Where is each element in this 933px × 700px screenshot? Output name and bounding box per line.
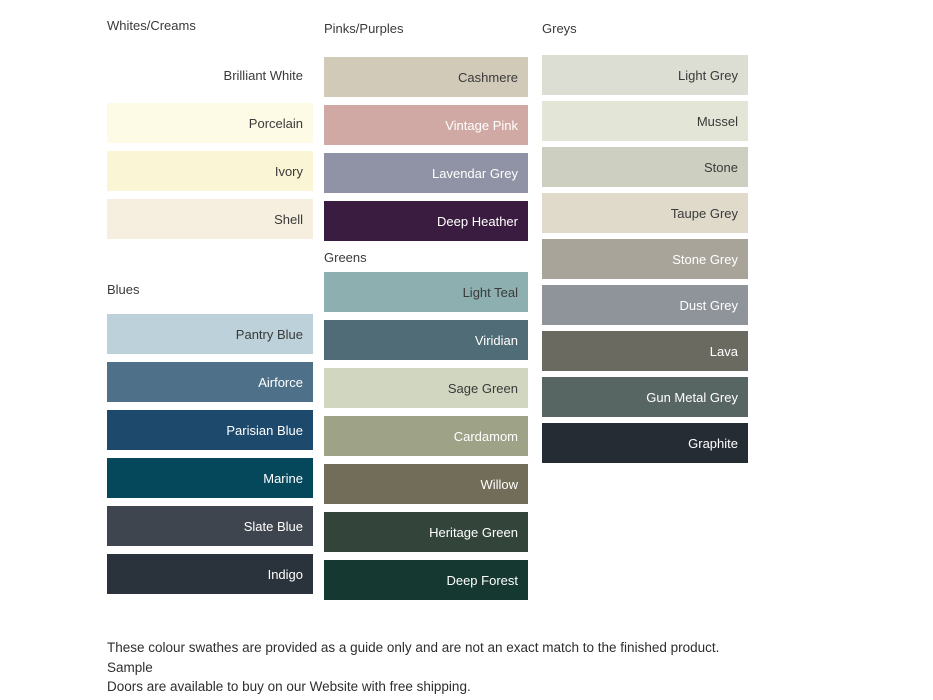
swatch-label-lava: Lava	[709, 343, 738, 359]
swatch-brilliant-white: Brilliant White	[107, 55, 313, 95]
swatch-heritage-green: Heritage Green	[324, 512, 528, 552]
section-greens: Greens Light Teal Viridian Sage Green Ca…	[324, 250, 528, 600]
swatch-shell: Shell	[107, 199, 313, 239]
swatch-label-gun-metal-grey: Gun Metal Grey	[646, 389, 738, 405]
section-greys: Greys Light Grey Mussel Stone Taupe Grey…	[542, 21, 748, 463]
swatch-label-stone-grey: Stone Grey	[672, 251, 738, 267]
swatch-label-indigo: Indigo	[267, 566, 303, 582]
swatch-label-ivory: Ivory	[274, 163, 303, 179]
swatch-cashmere: Cashmere	[324, 57, 528, 97]
column-pinks-greens: Pinks/Purples Cashmere Vintage Pink Lave…	[324, 0, 528, 608]
section-header-pinks-purples: Pinks/Purples	[324, 21, 404, 36]
section-header-greens: Greens	[324, 250, 367, 265]
section-header-blues: Blues	[107, 282, 140, 297]
swatch-label-airforce: Airforce	[258, 374, 303, 390]
swatch-label-slate-blue: Slate Blue	[243, 518, 303, 534]
swatch-pantry-blue: Pantry Blue	[107, 314, 313, 354]
section-pinks-purples: Pinks/Purples Cashmere Vintage Pink Lave…	[324, 21, 528, 241]
swatch-label-porcelain: Porcelain	[248, 115, 303, 131]
swatch-indigo: Indigo	[107, 554, 313, 594]
swatch-stone-grey: Stone Grey	[542, 239, 748, 279]
swatch-sage-green: Sage Green	[324, 368, 528, 408]
swatch-label-shell: Shell	[274, 211, 303, 227]
swatch-airforce: Airforce	[107, 362, 313, 402]
swatch-ivory: Ivory	[107, 151, 313, 191]
swatch-label-lavendar-grey: Lavendar Grey	[432, 165, 518, 181]
swatch-label-vintage-pink: Vintage Pink	[445, 117, 518, 133]
swatch-willow: Willow	[324, 464, 528, 504]
swatch-slate-blue: Slate Blue	[107, 506, 313, 546]
swatch-label-deep-forest: Deep Forest	[446, 572, 518, 588]
swatch-viridian: Viridian	[324, 320, 528, 360]
swatch-label-light-teal: Light Teal	[462, 284, 518, 300]
disclaimer-line-1: These colour swathes are provided as a g…	[107, 640, 727, 675]
swatch-parisian-blue: Parisian Blue	[107, 410, 313, 450]
disclaimer-text: These colour swathes are provided as a g…	[107, 638, 767, 697]
swatch-label-taupe-grey: Taupe Grey	[670, 205, 738, 221]
swatch-label-pantry-blue: Pantry Blue	[235, 326, 303, 342]
swatch-label-viridian: Viridian	[474, 332, 518, 348]
swatch-label-sage-green: Sage Green	[447, 380, 518, 396]
swatch-deep-forest: Deep Forest	[324, 560, 528, 600]
swatch-label-stone: Stone	[704, 159, 738, 175]
swatch-cardamom: Cardamom	[324, 416, 528, 456]
swatch-label-brilliant-white: Brilliant White	[223, 67, 303, 83]
swatch-deep-heather: Deep Heather	[324, 201, 528, 241]
swatch-label-marine: Marine	[263, 470, 303, 486]
swatch-lavendar-grey: Lavendar Grey	[324, 153, 528, 193]
swatch-label-mussel: Mussel	[696, 113, 738, 129]
swatch-mussel: Mussel	[542, 101, 748, 141]
section-header-greys: Greys	[542, 21, 577, 36]
swatch-marine: Marine	[107, 458, 313, 498]
swatch-dust-grey: Dust Grey	[542, 285, 748, 325]
swatch-label-deep-heather: Deep Heather	[437, 213, 518, 229]
swatch-label-cardamom: Cardamom	[453, 428, 518, 444]
section-header-whites-creams: Whites/Creams	[107, 18, 196, 33]
column-whites-blues: Whites/Creams Brilliant White Porcelain …	[107, 0, 313, 602]
column-greys: Greys Light Grey Mussel Stone Taupe Grey…	[542, 0, 748, 469]
swatch-label-heritage-green: Heritage Green	[429, 524, 518, 540]
swatch-light-teal: Light Teal	[324, 272, 528, 312]
swatch-stone: Stone	[542, 147, 748, 187]
swatch-vintage-pink: Vintage Pink	[324, 105, 528, 145]
swatch-label-cashmere: Cashmere	[458, 69, 518, 85]
swatch-lava: Lava	[542, 331, 748, 371]
swatch-label-willow: Willow	[480, 476, 518, 492]
section-whites-creams: Whites/Creams Brilliant White Porcelain …	[107, 18, 313, 239]
disclaimer-line-2: Doors are available to buy on our Websit…	[107, 679, 471, 695]
swatch-gun-metal-grey: Gun Metal Grey	[542, 377, 748, 417]
swatch-label-graphite: Graphite	[688, 435, 738, 451]
swatch-label-parisian-blue: Parisian Blue	[226, 422, 303, 438]
swatch-light-grey: Light Grey	[542, 55, 748, 95]
swatch-label-light-grey: Light Grey	[678, 67, 738, 83]
section-blues: Blues Pantry Blue Airforce Parisian Blue…	[107, 282, 313, 594]
swatch-porcelain: Porcelain	[107, 103, 313, 143]
swatch-graphite: Graphite	[542, 423, 748, 463]
swatch-label-dust-grey: Dust Grey	[679, 297, 738, 313]
swatch-taupe-grey: Taupe Grey	[542, 193, 748, 233]
